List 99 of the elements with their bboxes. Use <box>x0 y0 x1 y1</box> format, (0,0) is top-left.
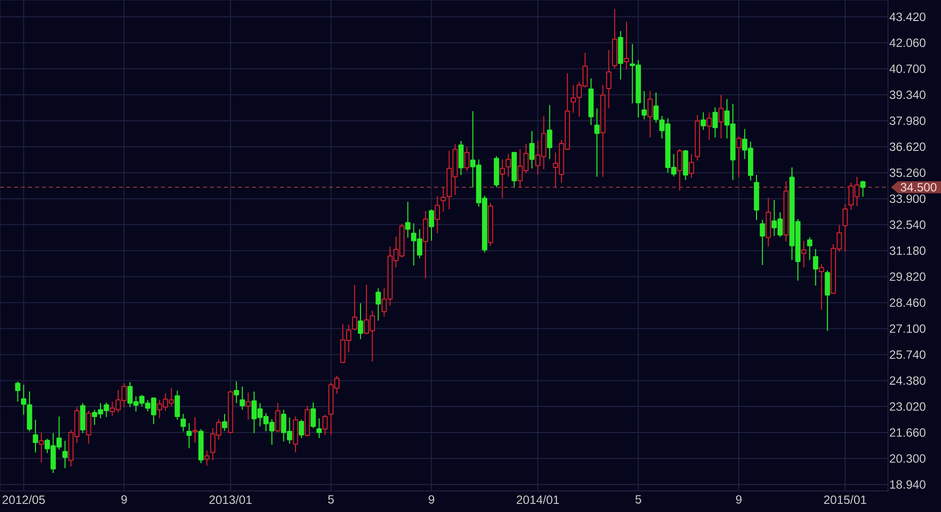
candlestick <box>812 248 818 286</box>
candlestick <box>588 78 594 126</box>
y-tick-label: 33.900 <box>890 194 926 203</box>
candlestick <box>322 414 328 436</box>
candlestick <box>434 196 440 234</box>
candlestick <box>736 136 742 178</box>
y-tick-label: 39.340 <box>890 90 926 100</box>
candlestick <box>842 204 848 252</box>
candlestick <box>358 302 364 340</box>
candlestick <box>488 202 494 246</box>
x-tick-label: 5 <box>635 495 642 504</box>
candlestick <box>405 201 410 238</box>
candlestick <box>458 140 464 176</box>
y-tick-label: 32.540 <box>890 220 926 229</box>
candlestick <box>807 236 812 261</box>
candlestick <box>428 208 434 242</box>
candlestick <box>316 418 322 439</box>
candlestick <box>700 112 706 130</box>
candlestick <box>860 180 866 198</box>
candlestick <box>198 428 204 464</box>
x-tick-label: 5 <box>328 495 334 504</box>
y-tick-label: 36.620 <box>890 142 926 151</box>
candlestick <box>80 402 86 434</box>
candlestick <box>204 450 210 466</box>
candlestick <box>304 405 310 438</box>
candlestick <box>612 8 618 69</box>
y-tick-label: 40.700 <box>889 64 926 74</box>
candlestick <box>292 416 298 453</box>
candlestick <box>688 153 694 178</box>
candlestick <box>677 148 682 192</box>
y-tick-label: 37.980 <box>890 116 926 125</box>
candlestick <box>464 146 470 172</box>
x-tick-label: 2015/01 <box>824 495 866 504</box>
candlestick <box>192 416 198 443</box>
candlestick <box>222 413 228 432</box>
y-tick-label: 20.300 <box>890 454 926 463</box>
candlestick <box>422 210 428 279</box>
candlestick <box>506 153 511 178</box>
candlestick <box>86 410 92 444</box>
candlestick <box>440 186 446 212</box>
y-tick-label: 43.420 <box>889 12 926 22</box>
candlestick <box>801 240 806 268</box>
candlestick <box>624 21 630 70</box>
candlestick <box>766 197 771 247</box>
candlestick <box>618 30 624 80</box>
candlestick <box>718 94 724 139</box>
candlestick <box>298 419 304 439</box>
candlestick <box>246 392 251 420</box>
y-tick-label: 25.740 <box>890 350 926 359</box>
candlestick <box>606 50 612 109</box>
candlestick <box>180 413 186 432</box>
y-tick-label: 23.020 <box>890 402 926 411</box>
y-tick-label: 42.060 <box>889 38 926 48</box>
candlestick <box>682 149 688 180</box>
candlestick <box>234 381 240 404</box>
candlestick <box>275 402 280 434</box>
candlestick <box>500 158 505 199</box>
candlestick <box>512 151 517 188</box>
x-tick-label: 2012/05 <box>2 495 45 504</box>
y-tick-label: 29.820 <box>890 272 926 281</box>
candlestick <box>600 84 606 178</box>
x-tick-label: 9 <box>428 495 434 504</box>
candlestick <box>642 90 647 120</box>
candlestick <box>240 386 245 410</box>
candlestick <box>647 90 653 138</box>
candlestick <box>38 432 44 464</box>
candlestick <box>783 180 789 242</box>
candlestick <box>754 174 760 221</box>
y-tick-label: 28.460 <box>890 298 926 307</box>
candlestick <box>228 390 234 434</box>
x-tick-label: 9 <box>121 495 127 504</box>
ref-line-label: 34.500 <box>900 182 936 192</box>
candlestick <box>529 130 535 169</box>
y-tick-label: 27.100 <box>890 324 926 333</box>
candlestick <box>352 284 358 330</box>
candlestick <box>818 264 824 310</box>
x-tick-label: 9 <box>736 495 742 504</box>
x-tick-label: 2014/01 <box>516 495 559 504</box>
y-tick-label: 18.940 <box>890 480 926 489</box>
candlestick <box>15 381 20 402</box>
y-tick-label: 31.180 <box>890 246 926 255</box>
candlestick <box>62 440 68 469</box>
y-tick-label: 24.380 <box>890 376 926 385</box>
candlestick <box>174 390 180 420</box>
candlestick <box>712 106 718 138</box>
candlestick <box>310 402 316 429</box>
candlestick <box>824 270 830 332</box>
candlestick <box>760 219 766 266</box>
candlestick <box>376 288 381 322</box>
candlestick <box>32 419 38 453</box>
candlestick <box>594 108 600 178</box>
candlestick <box>547 104 552 160</box>
x-tick-label: 2013/01 <box>209 495 252 504</box>
candlestick <box>494 156 500 188</box>
candlestick <box>186 422 192 449</box>
candlestick <box>694 114 700 162</box>
y-tick-label: 21.660 <box>890 428 926 437</box>
y-tick-label: 35.260 <box>890 168 926 177</box>
candlestick <box>706 112 712 141</box>
